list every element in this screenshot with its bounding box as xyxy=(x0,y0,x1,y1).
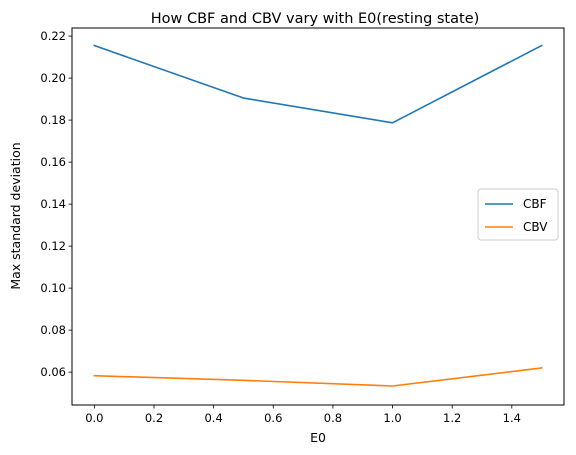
y-tick-label: 0.06 xyxy=(40,365,66,379)
plot-area: 0.0 0.2 0.4 0.6 0.8 1.0 1.2 1.4 0.06 0.08 0.10 0.12… xyxy=(40,29,543,425)
x-tick-label: 0.8 xyxy=(324,411,342,425)
legend-label-cbv: CBV xyxy=(523,220,548,234)
y-tick-label: 0.20 xyxy=(40,71,66,85)
x-tick-label: 0.2 xyxy=(145,411,163,425)
y-tick-label: 0.18 xyxy=(40,113,66,127)
y-tick-label: 0.10 xyxy=(40,281,66,295)
legend: CBF CBV xyxy=(477,188,559,241)
y-tick-label: 0.12 xyxy=(40,239,66,253)
x-tick-label: 0.0 xyxy=(85,411,103,425)
x-axis-label: E0 xyxy=(310,430,326,445)
y-tick-label: 0.16 xyxy=(40,155,66,169)
y-tick-label: 0.08 xyxy=(40,323,66,337)
legend-label-cbf: CBF xyxy=(523,197,547,211)
chart-title: How CBF and CBV vary with E0(resting sta… xyxy=(151,11,480,27)
y-tick-label: 0.22 xyxy=(40,29,66,43)
x-tick-label: 0.4 xyxy=(204,411,222,425)
x-tick-label: 1.4 xyxy=(503,411,521,425)
y-axis-label: Max standard deviation xyxy=(8,142,23,289)
y-tick-label: 0.14 xyxy=(40,197,66,211)
plot-frame xyxy=(71,27,565,406)
series-line-cbf xyxy=(93,44,543,124)
x-tick-label: 0.6 xyxy=(264,411,282,425)
series-line-cbv xyxy=(93,367,543,387)
x-tick-label: 1.2 xyxy=(443,411,461,425)
x-tick-label: 1.0 xyxy=(383,411,401,425)
